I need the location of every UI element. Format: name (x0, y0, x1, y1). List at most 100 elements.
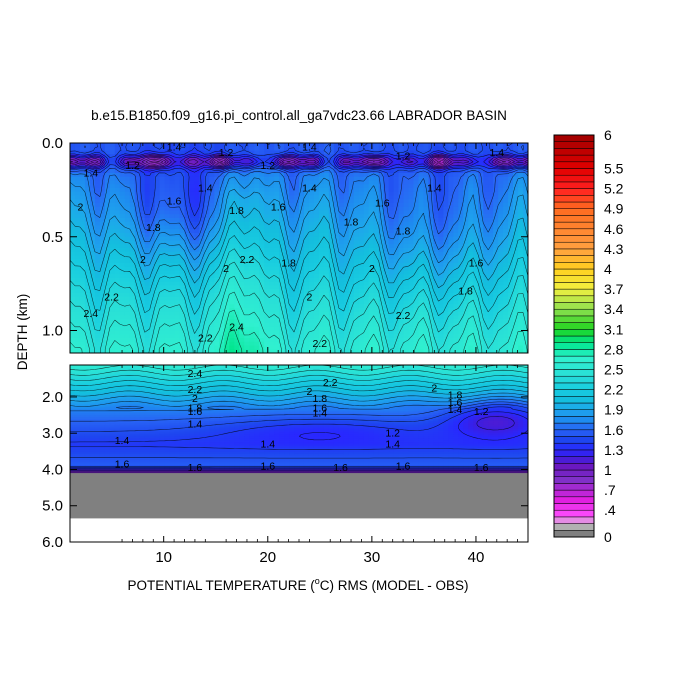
field-cell (139, 146, 146, 152)
field-cell (503, 289, 509, 294)
field-cell (483, 270, 489, 275)
field-cell (164, 266, 171, 272)
field-cell (70, 326, 76, 332)
field-cell (508, 330, 514, 335)
field-cell (363, 225, 370, 230)
field-cell (239, 278, 245, 283)
field-cell (428, 199, 435, 204)
field-cell (239, 150, 245, 155)
field-cell (139, 218, 146, 223)
field-cell (189, 173, 196, 178)
field-cell (209, 300, 215, 305)
field-cell (418, 146, 425, 152)
field-cell (433, 334, 439, 339)
field-cell (84, 300, 91, 305)
field-cell (498, 221, 504, 227)
field-cell (398, 330, 405, 335)
field-cell (174, 251, 181, 257)
field-cell (393, 229, 400, 234)
field-cell (378, 244, 385, 249)
field-cell (189, 146, 196, 152)
field-cell (438, 300, 444, 305)
field-cell (189, 338, 196, 343)
field-cell (84, 203, 91, 208)
field-cell (239, 158, 245, 163)
field-cell (308, 304, 315, 309)
field-cell (383, 319, 390, 324)
field-cell (338, 263, 345, 268)
field-cell (154, 154, 161, 159)
field-cell (398, 158, 405, 163)
field-cell (99, 214, 106, 219)
field-cell (279, 300, 285, 305)
field-cell (74, 233, 81, 238)
field-cell (373, 281, 380, 287)
field-cell (313, 146, 320, 152)
field-cell (438, 184, 444, 189)
field-cell (378, 150, 385, 155)
field-cell (483, 334, 489, 339)
field-cell (249, 206, 255, 212)
field-cell (74, 266, 81, 272)
field-cell (363, 199, 370, 204)
field-cell (84, 338, 91, 343)
field-cell (503, 300, 509, 305)
field-cell (303, 221, 310, 227)
field-cell (219, 341, 225, 347)
field-cell (144, 270, 151, 275)
field-cell (199, 154, 206, 159)
field-cell (269, 330, 275, 335)
field-cell (458, 143, 464, 148)
field-cell (184, 236, 191, 242)
field-cell (378, 293, 385, 298)
field-cell (289, 338, 295, 343)
field-cell (493, 154, 499, 159)
field-cell (194, 229, 201, 234)
field-cell (303, 263, 310, 268)
field-cell (468, 184, 474, 189)
field-cell (229, 218, 235, 223)
field-cell (264, 330, 270, 335)
field-cell (508, 251, 514, 257)
field-cell (84, 165, 91, 170)
field-cell (164, 180, 171, 185)
field-cell (299, 240, 305, 245)
field-cell (493, 278, 499, 283)
field-cell (124, 221, 131, 227)
field-cell (214, 326, 220, 332)
field-cell (219, 319, 225, 324)
field-cell (408, 236, 415, 242)
field-cell (513, 308, 519, 313)
field-cell (463, 266, 469, 272)
field-cell (179, 184, 186, 189)
field-cell (249, 214, 255, 219)
field-cell (453, 161, 459, 167)
field-cell (279, 236, 285, 242)
field-cell (348, 330, 355, 335)
field-cell (279, 259, 285, 264)
field-cell (124, 296, 131, 302)
field-cell (184, 300, 191, 305)
field-cell (308, 244, 315, 249)
field-cell (89, 255, 96, 260)
field-cell (368, 330, 375, 335)
field-cell (70, 270, 76, 275)
field-cell (368, 311, 375, 317)
field-cell (219, 255, 225, 260)
field-cell (139, 248, 146, 253)
field-cell (179, 233, 186, 238)
field-cell (259, 263, 265, 268)
field-cell (503, 180, 509, 185)
field-cell (403, 281, 410, 287)
field-cell (104, 229, 111, 234)
field-cell (348, 203, 355, 208)
field-cell (224, 176, 230, 182)
field-cell (84, 270, 91, 275)
field-cell (224, 289, 230, 294)
field-cell (159, 289, 166, 294)
field-cell (498, 191, 504, 197)
field-cell (388, 326, 395, 332)
field-cell (473, 154, 479, 159)
field-cell (164, 251, 171, 257)
field-cell (70, 345, 76, 350)
